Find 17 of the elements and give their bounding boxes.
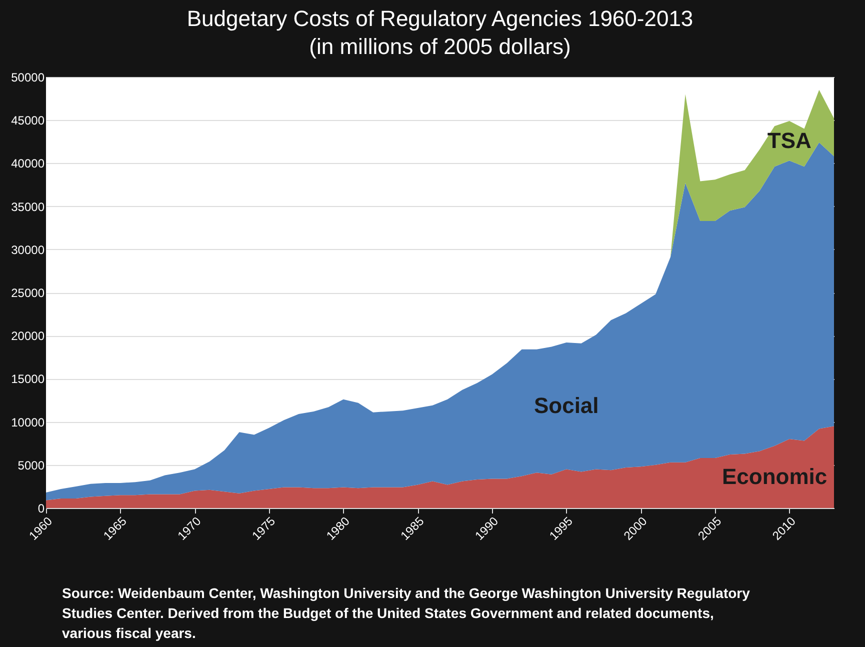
y-tick-label: 5000 [18, 458, 45, 472]
y-tick-label: 10000 [11, 415, 45, 430]
y-tick-label: 20000 [11, 329, 45, 344]
source-note: Source: Weidenbaum Center, Washington University and the George Washington University Regulatory Studies Center. Derived from the Budget of the United States Government and related documents, various fiscal years. [62, 584, 751, 643]
y-tick-label: 25000 [11, 286, 45, 300]
y-tick-label: 30000 [11, 242, 45, 257]
y-tick-label: 0 [38, 502, 45, 516]
series-label: Social [534, 392, 599, 418]
y-tick-label: 15000 [11, 372, 45, 386]
y-tick-label: 35000 [11, 200, 45, 214]
y-tick-label: 45000 [11, 114, 45, 128]
series-label: Economic [722, 464, 828, 489]
chart-title: Budgetary Costs of Regulatory Agencies 1960-2013 [186, 6, 694, 31]
chart-subtitle: (in millions of 2005 dollars) [309, 34, 571, 59]
y-tick-label: 50000 [11, 70, 45, 84]
y-tick-label: 40000 [11, 156, 45, 171]
series-label: TSA [767, 128, 812, 153]
